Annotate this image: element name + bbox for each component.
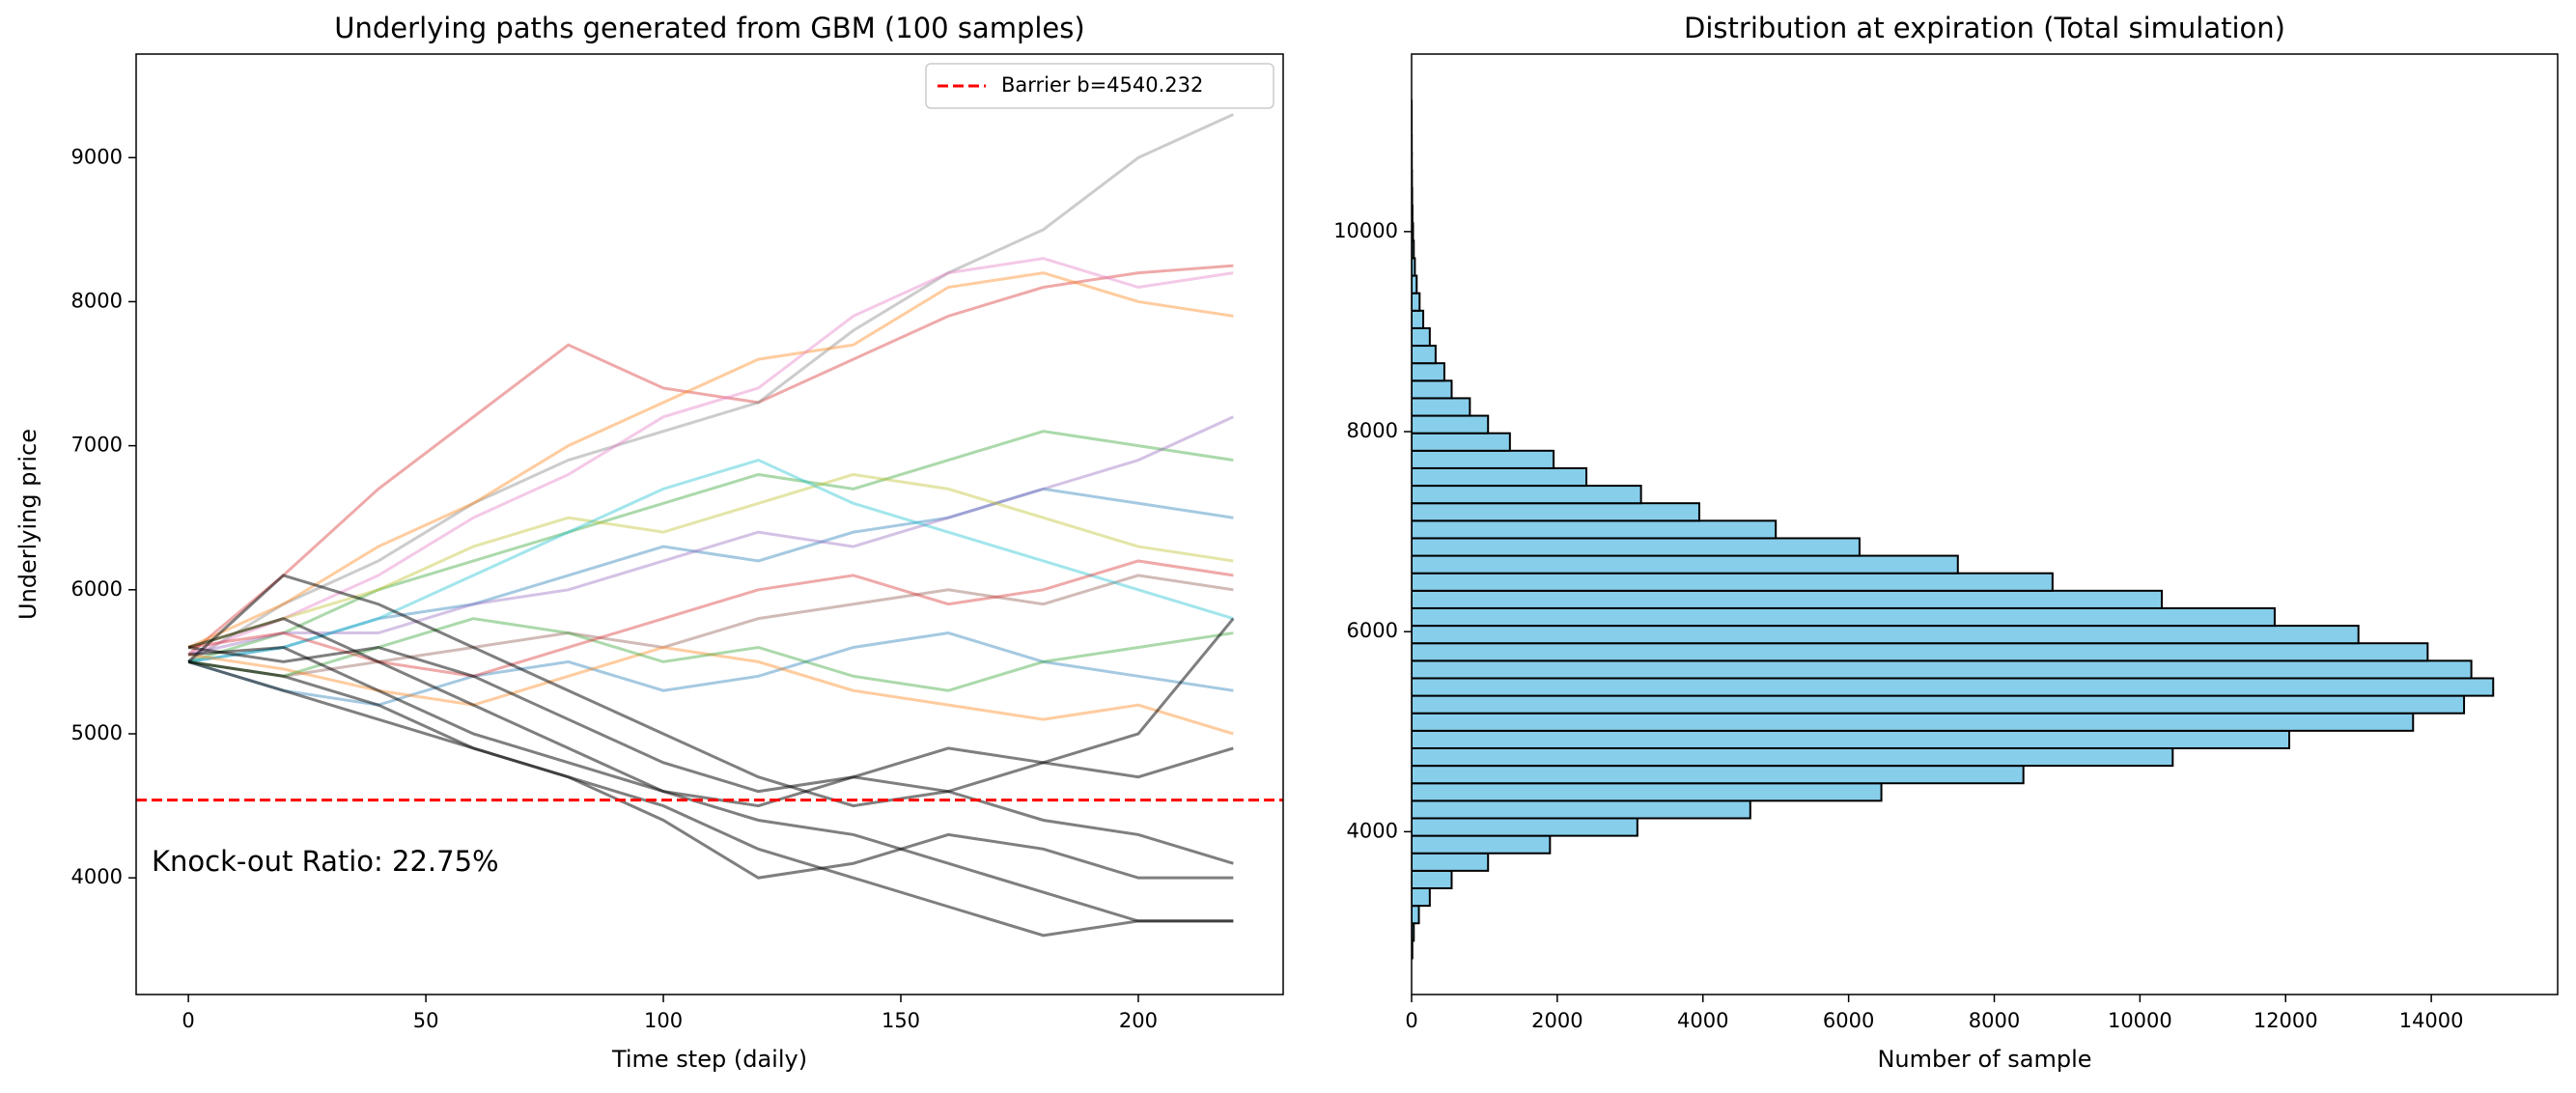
x-axis-label: Number of sample bbox=[1877, 1046, 2091, 1073]
price-path bbox=[187, 631, 1234, 707]
price-path bbox=[187, 659, 1234, 880]
hist-bar bbox=[1412, 694, 2466, 715]
x-tick-label: 14000 bbox=[2399, 1009, 2464, 1032]
axes: 0 2000 4000 6000 8000 10000 12000 14000 4000 6000… bbox=[1333, 12, 2559, 1073]
hist-bar bbox=[1412, 625, 2360, 645]
y-tick-label: 5000 bbox=[71, 721, 123, 744]
annotation: Knock-out Ratio: 22.75% bbox=[152, 845, 499, 878]
hist-bar bbox=[1412, 729, 2291, 749]
price-path bbox=[187, 271, 1234, 649]
y-tick-label: 4000 bbox=[71, 865, 123, 888]
price-path bbox=[187, 113, 1234, 663]
x-tick-label: 2000 bbox=[1531, 1009, 1582, 1032]
y-tick-label: 8000 bbox=[71, 289, 123, 312]
axes-frame bbox=[135, 53, 1284, 995]
y-tick-label: 6000 bbox=[71, 577, 123, 601]
hist-bar bbox=[1412, 432, 1511, 452]
hist-bar bbox=[1412, 537, 1861, 557]
x-tick-label: 100 bbox=[644, 1009, 683, 1032]
hist-bar bbox=[1412, 782, 1883, 802]
x-tick-label: 0 bbox=[182, 1009, 194, 1032]
x-tick-label: 10000 bbox=[2108, 1009, 2172, 1032]
hist-bar bbox=[1412, 554, 1959, 575]
price-path bbox=[187, 472, 1234, 649]
hist-bar bbox=[1412, 362, 1445, 382]
hist-bar bbox=[1412, 449, 1555, 469]
y-tick-label: 8000 bbox=[1347, 419, 1398, 442]
hist-bar bbox=[1412, 572, 2054, 592]
price-path bbox=[187, 559, 1234, 678]
hist-bar bbox=[1412, 292, 1421, 312]
x-tick-label: 12000 bbox=[2254, 1009, 2318, 1032]
hist-bar bbox=[1412, 589, 2164, 609]
hist-bar bbox=[1412, 677, 2495, 697]
price-path bbox=[187, 617, 1234, 692]
hist-bar bbox=[1412, 274, 1418, 294]
price-path bbox=[187, 659, 1234, 938]
chart-title: Distribution at expiration (Total simula… bbox=[1684, 12, 2285, 44]
price-path bbox=[187, 617, 1234, 923]
hist-bar bbox=[1412, 345, 1437, 365]
price-path bbox=[187, 264, 1234, 657]
hist-bar bbox=[1412, 519, 1778, 540]
price-path bbox=[187, 487, 1234, 663]
hist-bar bbox=[1412, 852, 1490, 872]
y-tick-label: 10000 bbox=[1333, 219, 1398, 242]
price-path bbox=[187, 645, 1234, 794]
y-tick-label: 6000 bbox=[1347, 619, 1398, 642]
y-tick-label: 9000 bbox=[71, 145, 123, 168]
y-axis-label: Underlying price bbox=[14, 429, 42, 620]
hist-bar bbox=[1412, 379, 1453, 400]
price-path bbox=[187, 415, 1234, 657]
hist-bar bbox=[1412, 659, 2473, 680]
plot-area bbox=[136, 113, 1283, 938]
hist-bar bbox=[1412, 765, 2025, 785]
price-path bbox=[187, 458, 1234, 663]
plot-area bbox=[1412, 99, 2495, 960]
price-path bbox=[187, 574, 1235, 808]
hist-bar bbox=[1412, 326, 1431, 348]
hist-bar bbox=[1412, 606, 2276, 628]
hist-bar bbox=[1412, 712, 2415, 732]
legend-box bbox=[925, 63, 1274, 109]
x-tick-label: 8000 bbox=[1969, 1009, 2020, 1032]
hist-bar bbox=[1412, 869, 1453, 889]
price-path bbox=[187, 574, 1234, 678]
hist-bar bbox=[1412, 502, 1700, 522]
price-path bbox=[187, 257, 1234, 657]
hist-bar bbox=[1412, 886, 1431, 908]
hist-bar bbox=[1412, 466, 1588, 488]
x-axis-label: Time step (daily) bbox=[611, 1046, 807, 1073]
hist-bar bbox=[1412, 485, 1642, 505]
axes: 0 50 100 150 200 4000 5000 6000 7000 8000 9000 Barr… bbox=[14, 12, 1284, 1073]
x-tick-label: 6000 bbox=[1823, 1009, 1874, 1032]
x-tick-label: 150 bbox=[882, 1009, 920, 1032]
x-tick-label: 200 bbox=[1119, 1009, 1158, 1032]
hist-bar bbox=[1412, 746, 2174, 768]
x-tick-label: 4000 bbox=[1677, 1009, 1728, 1032]
price-path bbox=[187, 645, 1234, 736]
axes-frame bbox=[1411, 53, 2559, 995]
hist-bar bbox=[1412, 397, 1471, 417]
x-tick-label: 0 bbox=[1405, 1009, 1417, 1032]
hist-bar bbox=[1412, 817, 1638, 837]
hist-bar bbox=[1412, 414, 1490, 434]
hist-bar bbox=[1412, 905, 1420, 925]
price-path bbox=[187, 430, 1234, 663]
hist-bar bbox=[1412, 799, 1751, 820]
hist-bar bbox=[1412, 309, 1425, 329]
hist-bar bbox=[1412, 642, 2429, 662]
x-tick-label: 50 bbox=[413, 1009, 439, 1032]
chart-title: Underlying paths generated from GBM (100… bbox=[334, 12, 1084, 44]
legend-label: Barrier b=4540.232 bbox=[1001, 73, 1203, 97]
y-tick-label: 7000 bbox=[71, 434, 123, 457]
hist-bar bbox=[1412, 834, 1552, 855]
y-tick-label: 4000 bbox=[1347, 819, 1398, 842]
